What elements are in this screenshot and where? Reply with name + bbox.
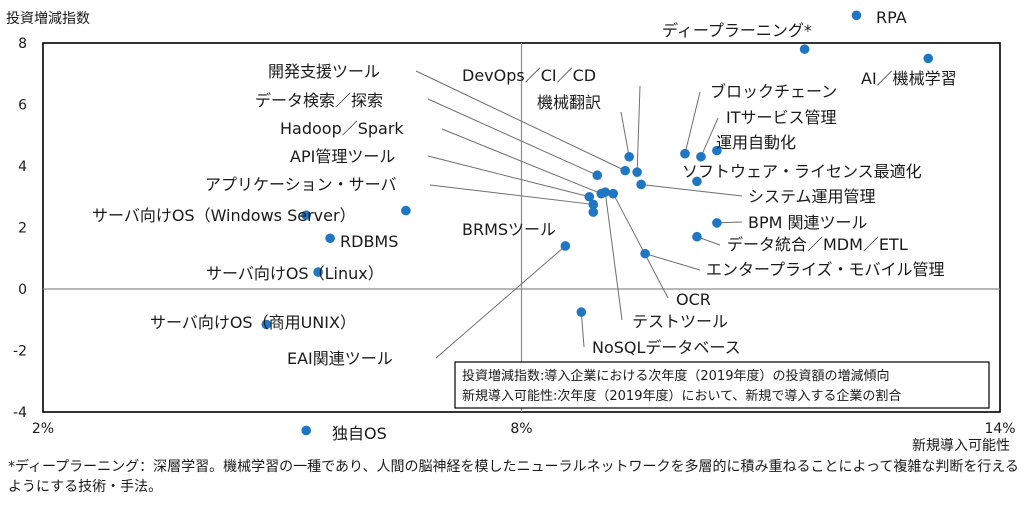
- point-label: サーバ向けOS（Windows Server）: [92, 206, 356, 225]
- data-point: [313, 267, 323, 277]
- point-label: アプリケーション・サーバ: [205, 175, 397, 194]
- x-tick-label: 8%: [510, 421, 532, 437]
- point-label: EAI関連ツール: [287, 349, 393, 368]
- y-tick-label: -2: [13, 344, 27, 360]
- x-axis-label: 新規導入可能性: [912, 438, 1010, 454]
- point-label: データ検索／探索: [255, 91, 383, 110]
- data-point: [608, 188, 619, 199]
- footnote: *ディープラーニング：深層学習。機械学習の一種であり、人間の脳神経を模したニュー…: [8, 459, 1019, 495]
- data-point: [692, 231, 702, 242]
- point-label: 独自OS: [332, 424, 387, 443]
- leader-line: [684, 91, 701, 154]
- data-point: [799, 44, 810, 54]
- data-point: [712, 145, 722, 156]
- y-tick-label: 8: [18, 36, 27, 52]
- y-tick-label: 0: [18, 282, 27, 298]
- data-point: [325, 233, 335, 244]
- leader-line: [612, 193, 669, 299]
- point-label: 開発支援ツール: [268, 62, 380, 81]
- definition-line: 新規導入可能性:次年度（2019年度）において、新規で導入する企業の割合: [462, 388, 901, 404]
- point-label: ITサービス管理: [726, 108, 837, 127]
- point-label: RPA: [876, 8, 907, 27]
- data-point: [401, 205, 411, 216]
- data-point: [584, 191, 595, 202]
- data-point: [588, 199, 599, 210]
- data-point: [592, 170, 603, 181]
- leader-line: [580, 312, 585, 348]
- point-label: ソフトウェア・ライセンス最適化: [682, 162, 922, 181]
- data-point: [301, 425, 311, 436]
- leader-line: [700, 117, 719, 157]
- leader-line: [415, 70, 626, 172]
- data-point: [680, 148, 690, 159]
- leader-line: [644, 253, 701, 271]
- data-point: [588, 207, 599, 217]
- point-label: BRMSツール: [462, 220, 556, 239]
- x-tick-label: 2%: [32, 421, 54, 437]
- point-label: ブロックチェーン: [710, 82, 837, 101]
- definition-box: 投資増減指数:導入企業における次年度（2019年度）の投資額の増減傾向新規導入可…: [454, 361, 990, 409]
- y-tick-label: 2: [18, 221, 27, 237]
- definition-box-frame: [454, 361, 990, 409]
- point-label: システム運用管理: [748, 187, 876, 206]
- leader-line: [604, 192, 623, 321]
- data-point: [560, 241, 571, 251]
- leader-line: [441, 128, 602, 195]
- data-point: [696, 151, 706, 162]
- point-label: Hadoop／Spark: [280, 119, 404, 138]
- data-point: [851, 10, 862, 21]
- point-label: API管理ツール: [290, 147, 395, 166]
- point-label: 運用自動化: [716, 133, 796, 152]
- point-label: DevOps／CI／CD: [462, 66, 596, 85]
- data-point: [600, 187, 611, 197]
- point-label: AI／機械学習: [861, 69, 957, 88]
- leader-line: [620, 111, 630, 157]
- point-label: ディープラーニング*: [662, 21, 812, 40]
- y-tick-label: -4: [13, 405, 27, 421]
- point-label: データ統合／MDM／ETL: [727, 235, 908, 254]
- data-point: [624, 151, 634, 162]
- leader-lines: [415, 70, 743, 359]
- data-point: [712, 218, 722, 228]
- data-point: [301, 210, 311, 220]
- point-label: 機械翻訳: [537, 93, 601, 112]
- leader-line: [636, 85, 641, 173]
- leader-line: [429, 184, 594, 205]
- leader-line: [641, 183, 743, 197]
- point-label: OCR: [676, 290, 711, 309]
- y-tick-label: 4: [18, 159, 27, 175]
- data-point: [620, 165, 630, 176]
- point-label: テストツール: [632, 312, 728, 331]
- y-tick-label: 6: [18, 98, 27, 114]
- data-point: [576, 307, 587, 317]
- data-point: [692, 176, 702, 187]
- x-tick-label: 14%: [984, 421, 1015, 437]
- data-point: [261, 319, 272, 330]
- point-label: エンタープライズ・モバイル管理: [706, 260, 945, 279]
- leader-line: [435, 245, 566, 359]
- leader-line: [427, 155, 590, 198]
- data-point: [923, 53, 934, 64]
- y-axis-label: 投資増減指数: [6, 10, 90, 27]
- data-point: [632, 167, 642, 177]
- data-point: [640, 248, 650, 259]
- data-points: [261, 10, 934, 436]
- point-label: サーバ向けOS（商用UNIX）: [150, 313, 356, 332]
- point-label: NoSQLデータベース: [592, 338, 741, 357]
- leader-line: [427, 98, 598, 176]
- point-label: RDBMS: [340, 232, 398, 251]
- definition-line: 投資増減指数:導入企業における次年度（2019年度）の投資額の増減傾向: [462, 368, 889, 384]
- point-label: サーバ向けOS（Linux）: [206, 264, 384, 283]
- point-label: BPM 関連ツール: [748, 213, 868, 232]
- data-point: [636, 179, 646, 190]
